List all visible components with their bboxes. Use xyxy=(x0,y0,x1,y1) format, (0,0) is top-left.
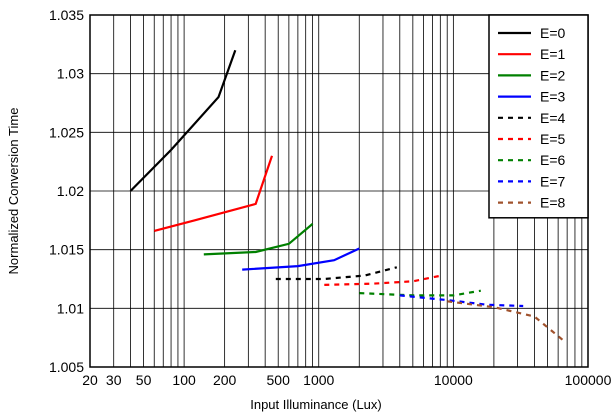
y-tick-label: 1.02 xyxy=(57,183,84,199)
series-line-e0 xyxy=(129,49,237,192)
series-line-e4 xyxy=(275,266,398,281)
series-line-e5 xyxy=(324,274,443,286)
x-tick-label: 30 xyxy=(106,372,122,388)
y-axis-title: Normalized Conversion Time xyxy=(6,108,21,275)
legend-label: E=6 xyxy=(540,152,566,168)
series-line-e6 xyxy=(359,289,481,297)
y-tick-label: 1.035 xyxy=(49,7,84,23)
series-line-e3 xyxy=(242,247,360,271)
y-tick-label: 1.005 xyxy=(49,359,84,375)
grid xyxy=(90,15,588,367)
x-tick-label: 100 xyxy=(172,372,196,388)
legend-label: E=0 xyxy=(540,25,566,41)
series-layer xyxy=(129,49,564,341)
series-line-e8 xyxy=(447,300,564,341)
legend-label: E=2 xyxy=(540,67,566,83)
x-tick-label: 100000 xyxy=(565,372,612,388)
x-axis-title: Input Illuminance (Lux) xyxy=(250,397,382,412)
legend-label: E=1 xyxy=(540,46,566,62)
legend-label: E=7 xyxy=(540,173,566,189)
y-tick-label: 1.025 xyxy=(49,124,84,140)
x-tick-label: 20 xyxy=(82,372,98,388)
series-line-e1 xyxy=(153,155,274,232)
legend-label: E=8 xyxy=(540,195,566,211)
y-tick-labels: 1.005 1.01 1.015 1.02 1.025 1.03 1.035 xyxy=(49,7,84,375)
y-tick-label: 1.01 xyxy=(57,300,84,316)
legend: E=0 E=1 E=2 E=3 E=4 E=5 E=6 E=7 E=8 xyxy=(488,14,589,219)
legend-label: E=4 xyxy=(540,110,566,126)
x-tick-label: 1000 xyxy=(303,372,334,388)
series-line-e7 xyxy=(399,294,524,308)
x-tick-label: 500 xyxy=(267,372,291,388)
series-line-e2 xyxy=(203,223,314,256)
x-tick-label: 10000 xyxy=(434,372,473,388)
legend-label: E=3 xyxy=(540,89,566,105)
legend-label: E=5 xyxy=(540,131,566,147)
x-tick-label: 50 xyxy=(136,372,152,388)
y-tick-label: 1.03 xyxy=(57,66,84,82)
x-tick-label: 200 xyxy=(213,372,237,388)
legend-box xyxy=(488,14,589,219)
y-tick-label: 1.015 xyxy=(49,242,84,258)
x-tick-labels: 20 30 50 100 200 500 1000 10000 100000 xyxy=(82,372,611,388)
